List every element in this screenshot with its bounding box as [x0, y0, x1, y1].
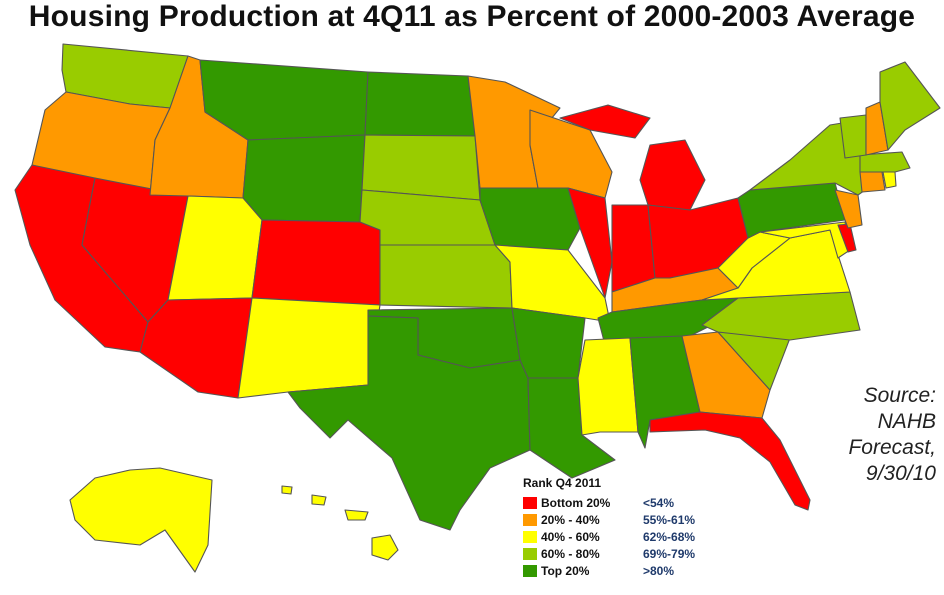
- legend-item: Bottom 20% <54%: [523, 494, 733, 511]
- state-de: [837, 223, 857, 253]
- state-hi-oahu: [311, 494, 327, 506]
- state-mo: [494, 244, 611, 323]
- legend-label: 20% - 40%: [541, 512, 600, 527]
- state-ia: [479, 187, 581, 251]
- source-line: Forecast,: [848, 436, 936, 459]
- legend-range: <54%: [643, 495, 675, 510]
- source-note: Source: NAHB Forecast, 9/30/10: [806, 383, 936, 487]
- legend-item: 40% - 60% 62%-68%: [523, 528, 733, 545]
- legend-range: 55%-61%: [643, 512, 696, 527]
- legend-swatch: [523, 496, 537, 509]
- state-hi-kauai: [281, 485, 293, 495]
- state-hi-big: [371, 534, 399, 561]
- state-co: [251, 219, 381, 306]
- state-md: [759, 221, 851, 259]
- legend-range: 69%-79%: [643, 546, 696, 561]
- state-tx: [287, 315, 531, 531]
- legend-swatch: [523, 547, 537, 560]
- state-il: [567, 187, 613, 299]
- legend-title: Rank Q4 2011: [523, 476, 602, 490]
- source-line: Source:: [863, 384, 936, 407]
- state-ga: [681, 331, 771, 419]
- legend-label: Bottom 20%: [541, 495, 611, 510]
- state-az: [139, 297, 253, 399]
- legend-range: >80%: [643, 563, 675, 578]
- legend: Rank Q4 2011 Bottom 20% <54% 20% - 40% 5…: [523, 476, 733, 579]
- state-me: [879, 61, 941, 151]
- state-nd: [364, 71, 476, 137]
- state-ar: [511, 307, 586, 379]
- legend-label: Top 20%: [541, 563, 590, 578]
- legend-swatch: [523, 530, 537, 543]
- state-fl: [649, 411, 811, 511]
- state-sd: [361, 134, 481, 201]
- state-nm: [237, 297, 381, 399]
- state-ak: [69, 467, 213, 573]
- state-ri: [882, 171, 897, 189]
- legend-range: 62%-68%: [643, 529, 696, 544]
- state-ct: [859, 171, 886, 193]
- legend-swatch: [523, 564, 537, 577]
- state-ma: [859, 151, 911, 173]
- legend-label: 40% - 60%: [541, 529, 600, 544]
- state-vt: [839, 114, 867, 159]
- source-line: NAHB: [877, 410, 936, 433]
- legend-label: 60% - 80%: [541, 546, 600, 561]
- state-in: [611, 204, 656, 293]
- legend-item: Top 20% >80%: [523, 562, 733, 579]
- state-ms: [577, 337, 639, 436]
- us-map: [14, 43, 941, 573]
- state-wy: [242, 134, 366, 223]
- map-title: Housing Production at 4Q11 as Percent of…: [28, 0, 916, 33]
- state-nj: [834, 189, 863, 229]
- state-ks: [379, 244, 513, 309]
- legend-item: 60% - 80% 69%-79%: [523, 545, 733, 562]
- legend-item: 20% - 40% 55%-61%: [523, 511, 733, 528]
- state-hi-maui: [344, 509, 369, 521]
- legend-swatch: [523, 513, 537, 526]
- source-line: 9/30/10: [865, 462, 936, 485]
